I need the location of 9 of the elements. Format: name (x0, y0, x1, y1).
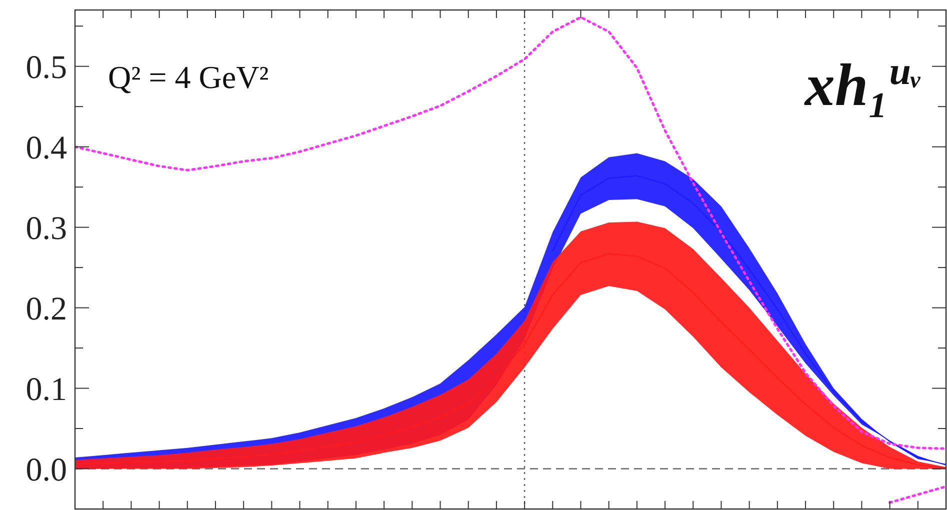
y-tick-label: 0.0 (26, 452, 67, 488)
y-tick-label: 0.3 (26, 210, 67, 247)
y-tick-label: 0.1 (26, 372, 67, 408)
line-series (75, 16, 946, 450)
annotation: xh₁$^{uᵥ}$ (804, 50, 921, 118)
y-tick-label: 0.2 (26, 291, 67, 328)
annotation: Q² = 4 GeV² (108, 59, 269, 95)
y-tick-label: 0.4 (26, 130, 67, 166)
y-tick-label: 0.5 (26, 50, 67, 86)
